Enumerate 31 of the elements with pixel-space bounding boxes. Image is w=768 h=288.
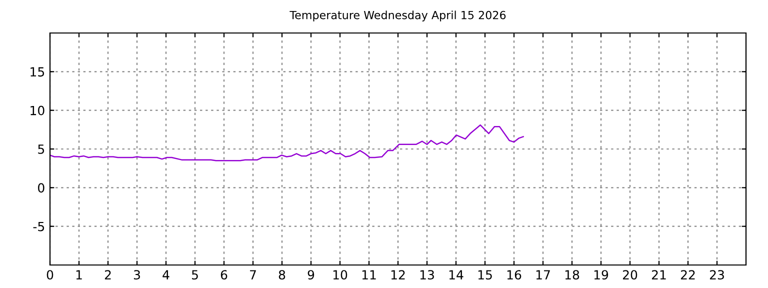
- x-tick-label: 16: [507, 270, 522, 280]
- line-series: [50, 124, 524, 162]
- x-tick-label: 4: [162, 270, 170, 280]
- x-tick-label: 22: [680, 270, 695, 280]
- x-tick-label: 12: [391, 270, 405, 280]
- x-tick-label: 11: [362, 270, 376, 280]
- x-tick-label: 10: [333, 270, 348, 280]
- x-tick-label: 7: [250, 270, 256, 280]
- x-tick-label: 5: [192, 270, 198, 280]
- x-tick-label: 20: [622, 270, 638, 280]
- x-tick-label: 6: [220, 270, 228, 280]
- x-tick-label: 21: [652, 270, 666, 280]
- y-tick-label: 5: [38, 144, 44, 154]
- x-tick-label: 17: [536, 270, 550, 280]
- y-tick-label: 15: [30, 67, 44, 77]
- y-tick-label: -5: [33, 222, 44, 232]
- x-tick-label: 18: [565, 270, 580, 280]
- x-tick-label: 9: [308, 270, 314, 280]
- x-tick-label: 2: [104, 270, 111, 280]
- y-tick-label: 0: [38, 183, 44, 193]
- x-tick-label: 3: [134, 270, 140, 280]
- x-tick-label: 1: [76, 270, 82, 280]
- x-tick-label: 14: [449, 270, 464, 280]
- y-tick-label: 10: [30, 106, 44, 116]
- x-tick-label: 19: [594, 270, 608, 280]
- x-tick-label: 23: [710, 270, 724, 280]
- x-tick-label: 0: [46, 270, 54, 280]
- x-tick-label: 13: [420, 270, 434, 280]
- x-tick-label: 8: [278, 270, 286, 280]
- chart-title: Temperature Wednesday April 15 2026: [290, 10, 506, 22]
- x-tick-label: 15: [478, 270, 492, 280]
